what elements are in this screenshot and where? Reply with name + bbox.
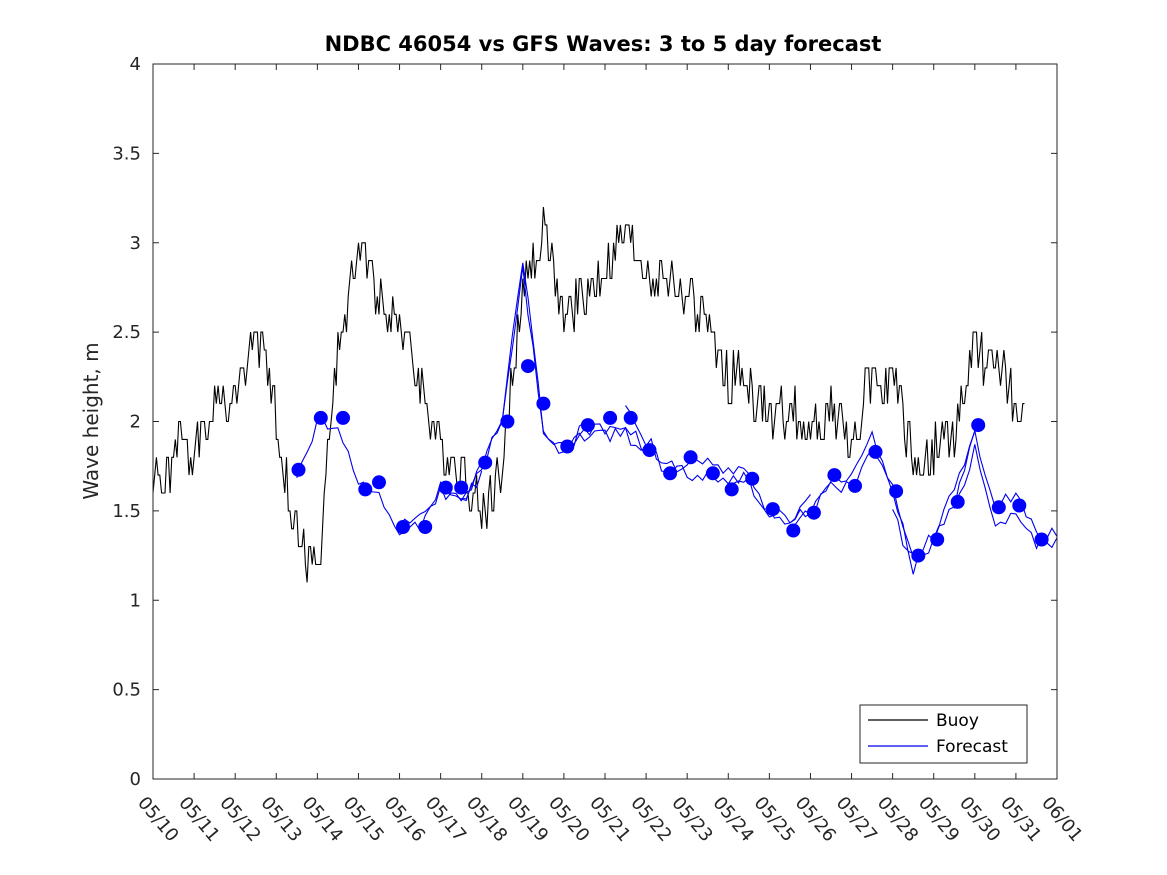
- forecast-marker: [827, 468, 842, 483]
- forecast-marker: [642, 443, 657, 458]
- legend-box: [859, 704, 1028, 764]
- y-tick-label: 2: [130, 412, 141, 433]
- forecast-marker: [438, 480, 453, 495]
- legend-label-buoy: Buoy: [936, 711, 979, 731]
- forecast-line: [789, 430, 976, 560]
- forecast-marker: [786, 523, 801, 538]
- forecast-line: [625, 405, 811, 525]
- forecast-marker: [705, 466, 720, 481]
- forecast-marker: [418, 520, 433, 534]
- forecast-marker: [623, 410, 638, 425]
- forecast-marker: [1012, 498, 1027, 513]
- forecast-marker: [765, 502, 780, 517]
- forecast-marker: [372, 475, 386, 490]
- forecast-marker: [291, 462, 306, 477]
- y-tick-label: 3: [130, 233, 141, 254]
- forecast-marker: [724, 482, 739, 497]
- forecast-marker: [911, 548, 926, 563]
- forecast-marker: [806, 505, 821, 520]
- y-tick-label: 3.5: [112, 143, 141, 164]
- y-tick-label: 0.5: [112, 680, 141, 701]
- forecast-line: [563, 426, 750, 485]
- y-tick-label: 2.5: [112, 322, 141, 343]
- y-tick-label: 1.5: [112, 501, 141, 522]
- forecast-marker: [580, 418, 595, 433]
- forecast-marker: [848, 478, 862, 493]
- forecast-line: [461, 266, 647, 500]
- y-tick-label: 0: [130, 769, 141, 790]
- forecast-marker: [536, 396, 551, 411]
- forecast-marker: [358, 482, 373, 497]
- forecast-marker: [336, 410, 350, 425]
- buoy-line: [152, 206, 1025, 583]
- forecast-marker: [603, 410, 618, 425]
- legend-label-forecast: Forecast: [936, 737, 1008, 757]
- forecast-marker: [313, 410, 328, 425]
- forecast-marker: [950, 494, 965, 509]
- y-axis-label: Wave height, m: [79, 342, 103, 499]
- forecast-marker: [663, 466, 678, 481]
- forecast-marker: [560, 439, 575, 454]
- forecast-marker: [991, 500, 1006, 515]
- y-tick-label: 4: [130, 54, 141, 75]
- forecast-marker: [868, 444, 883, 459]
- forecast-marker: [396, 520, 410, 534]
- forecast-marker: [454, 480, 469, 495]
- chart-title: NDBC 46054 vs GFS Waves: 3 to 5 day fore…: [325, 32, 882, 56]
- forecast-marker: [683, 450, 698, 465]
- forecast-marker: [745, 471, 760, 486]
- y-tick-label: 1: [130, 590, 141, 611]
- forecast-line: [296, 417, 483, 536]
- forecast-marker: [478, 455, 493, 470]
- forecast-line: [399, 262, 585, 526]
- forecast-marker: [971, 418, 986, 433]
- forecast-marker: [521, 359, 535, 374]
- forecast-marker: [930, 532, 945, 547]
- forecast-marker: [889, 484, 904, 499]
- legend: Buoy Forecast: [859, 704, 1028, 764]
- forecast-marker: [500, 414, 515, 429]
- forecast-marker: [1034, 532, 1049, 547]
